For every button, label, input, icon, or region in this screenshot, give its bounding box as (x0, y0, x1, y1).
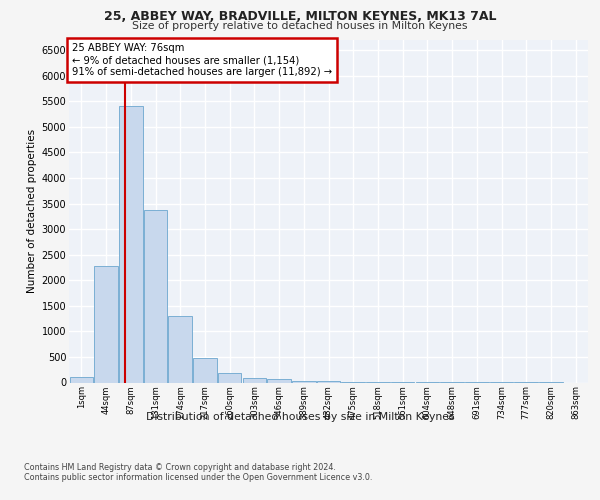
Bar (218, 373, 241, 382)
Bar (94, 266, 118, 382)
Bar (292, 380, 316, 382)
Y-axis label: Number of detached properties: Number of detached properties (28, 129, 37, 294)
Text: Size of property relative to detached houses in Milton Keynes: Size of property relative to detached ho… (132, 21, 468, 31)
Bar (268, 380, 291, 382)
Bar (119, 106, 143, 382)
Text: 25 ABBEY WAY: 76sqm
← 9% of detached houses are smaller (1,154)
91% of semi-deta: 25 ABBEY WAY: 76sqm ← 9% of detached hou… (71, 44, 332, 76)
Bar (193, 358, 217, 382)
Bar (70, 378, 93, 382)
Bar (169, 316, 192, 382)
Text: Contains public sector information licensed under the Open Government Licence v3: Contains public sector information licen… (24, 472, 373, 482)
Text: 25, ABBEY WAY, BRADVILLE, MILTON KEYNES, MK13 7AL: 25, ABBEY WAY, BRADVILLE, MILTON KEYNES,… (104, 10, 496, 23)
Bar (242, 378, 266, 382)
Text: Distribution of detached houses by size in Milton Keynes: Distribution of detached houses by size … (146, 412, 454, 422)
Text: Contains HM Land Registry data © Crown copyright and database right 2024.: Contains HM Land Registry data © Crown c… (24, 462, 336, 471)
Bar (144, 210, 167, 382)
